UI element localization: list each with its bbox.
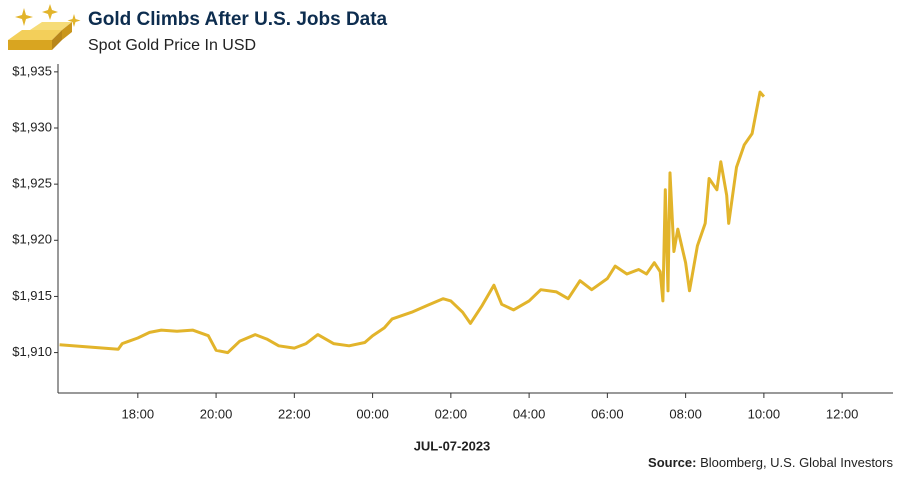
x-tick-label: 04:00: [513, 406, 546, 421]
x-tick-label: 02:00: [435, 406, 468, 421]
source-label: Source:: [648, 455, 696, 470]
x-tick-label: 12:00: [826, 406, 859, 421]
x-tick-label: 00:00: [356, 406, 389, 421]
y-tick-label: $1,925: [12, 176, 52, 191]
x-tick-label: 18:00: [122, 406, 155, 421]
source: Source: Bloomberg, U.S. Global Investors: [648, 455, 893, 470]
x-tick-label: 20:00: [200, 406, 233, 421]
y-tick-label: $1,915: [12, 288, 52, 303]
x-tick-label: 22:00: [278, 406, 311, 421]
x-axis-label: JUL-07-2023: [414, 438, 491, 453]
y-tick-label: $1,935: [12, 63, 52, 78]
chart-subtitle: Spot Gold Price In USD: [88, 37, 256, 54]
x-tick-label: 10:00: [748, 406, 781, 421]
chart-title: Gold Climbs After U.S. Jobs Data: [88, 9, 388, 30]
source-text: Bloomberg, U.S. Global Investors: [700, 455, 893, 470]
x-tick-label: 06:00: [591, 406, 624, 421]
y-tick-label: $1,930: [12, 119, 52, 134]
price-line: [59, 90, 766, 355]
y-tick-label: $1,920: [12, 232, 52, 247]
gold-icon: [8, 4, 81, 50]
x-tick-label: 08:00: [669, 406, 702, 421]
y-tick-label: $1,910: [12, 344, 52, 359]
